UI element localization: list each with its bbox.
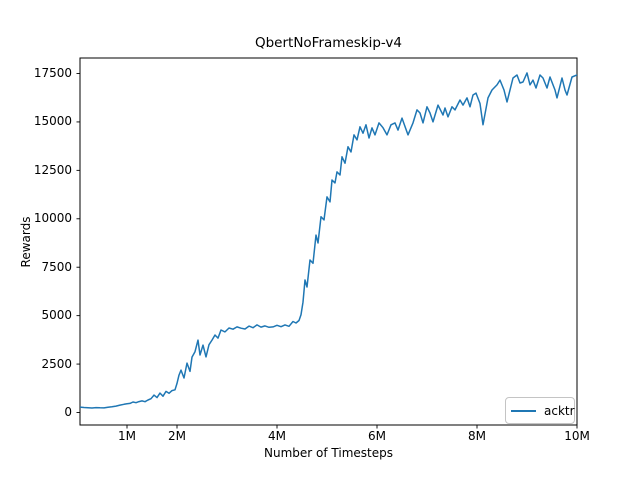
series-line-acktr	[80, 72, 577, 409]
y-tick-label-10000: 10000	[33, 211, 72, 226]
y-tick-label-0: 0	[64, 405, 72, 419]
y-tick-label-2500: 2500	[41, 356, 72, 371]
x-tick-label-6M: 6M	[368, 429, 386, 443]
y-tick-label-5000: 5000	[41, 308, 72, 323]
y-tick-label-17500: 17500	[33, 66, 72, 80]
y-tick-label-15000: 15000	[33, 114, 72, 129]
x-axis-label: Number of Timesteps	[264, 446, 393, 460]
legend: acktr	[505, 397, 575, 424]
chart-title: QbertNoFrameskip-v4	[254, 35, 403, 51]
y-tick-label-12500: 12500	[33, 162, 72, 177]
legend-label: acktr	[544, 403, 575, 418]
x-tick-label-10M: 10M	[564, 429, 590, 443]
x-tick-label-4M: 4M	[268, 429, 286, 443]
x-tick-label-1M: 1M	[118, 429, 136, 443]
x-tick-label-8M: 8M	[468, 429, 486, 443]
legend-line-sample	[511, 409, 536, 412]
y-tick-label-7500: 7500	[41, 259, 72, 274]
x-tick-label-2M: 2M	[168, 429, 186, 443]
axes-frame	[79, 57, 578, 426]
